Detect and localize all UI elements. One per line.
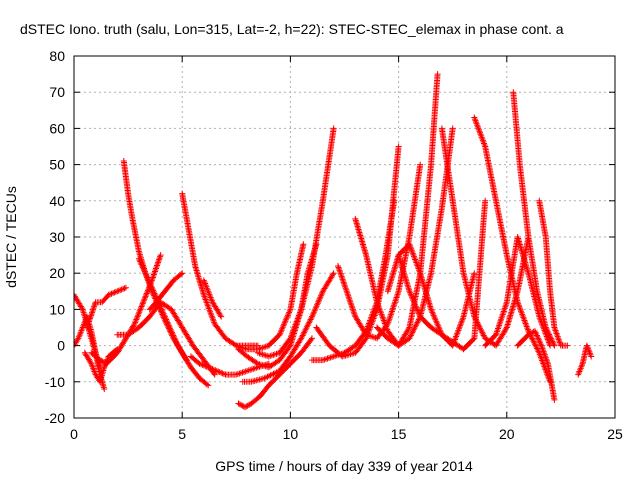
series-markers bbox=[135, 255, 212, 389]
series-markers bbox=[84, 284, 129, 331]
y-tick-label: 40 bbox=[49, 193, 65, 209]
series-markers bbox=[374, 125, 456, 349]
series-22 bbox=[374, 125, 456, 349]
series-19 bbox=[313, 143, 402, 360]
x-tick-label: 20 bbox=[499, 426, 515, 442]
series-14 bbox=[235, 241, 320, 371]
series-markers bbox=[575, 342, 595, 378]
series-25 bbox=[438, 125, 532, 349]
series-markers bbox=[114, 299, 218, 378]
y-tick-label: 10 bbox=[49, 301, 65, 317]
x-tick-label: 5 bbox=[178, 426, 186, 442]
series-31 bbox=[575, 342, 595, 378]
series-markers bbox=[510, 89, 558, 349]
x-axis-label: GPS time / hours of day 339 of year 2014 bbox=[215, 458, 473, 474]
series-markers bbox=[235, 241, 320, 371]
y-axis-label: dSTEC / TECUs bbox=[3, 186, 19, 288]
series-markers bbox=[514, 328, 558, 403]
y-tick-label: 30 bbox=[49, 229, 65, 245]
series-17 bbox=[235, 335, 315, 411]
series-30 bbox=[536, 197, 571, 349]
series-26 bbox=[471, 114, 554, 385]
series-markers bbox=[438, 125, 532, 349]
x-tick-label: 0 bbox=[70, 426, 78, 442]
series-markers bbox=[146, 270, 186, 313]
chart-title: dSTEC Iono. truth (salu, Lon=315, Lat=-2… bbox=[20, 21, 564, 37]
series-markers bbox=[313, 143, 402, 360]
y-tick-label: 0 bbox=[57, 338, 65, 354]
series-markers bbox=[254, 125, 337, 360]
series-10 bbox=[179, 190, 261, 349]
series-15 bbox=[254, 125, 337, 360]
series-27 bbox=[510, 89, 558, 349]
y-tick-label: 20 bbox=[49, 265, 65, 281]
series-markers bbox=[309, 197, 398, 364]
y-tick-label: -10 bbox=[45, 374, 65, 390]
series-markers bbox=[239, 270, 337, 385]
series-markers bbox=[179, 190, 261, 349]
series-18 bbox=[309, 197, 398, 364]
series-markers bbox=[335, 161, 424, 342]
series-markers bbox=[352, 71, 441, 349]
y-tick-label: 80 bbox=[49, 48, 65, 64]
series-markers bbox=[233, 241, 307, 353]
x-tick-label: 10 bbox=[283, 426, 299, 442]
series-7 bbox=[114, 299, 218, 378]
series-21 bbox=[352, 71, 441, 349]
series-9 bbox=[146, 270, 186, 313]
x-ticks: 0 5 10 15 20 25 bbox=[70, 56, 623, 442]
series-12 bbox=[200, 277, 225, 320]
data-layer bbox=[74, 71, 595, 411]
series-4 bbox=[84, 284, 129, 331]
series-8 bbox=[135, 255, 212, 389]
series-28 bbox=[482, 234, 554, 349]
series-29 bbox=[514, 328, 558, 403]
y-tick-label: 60 bbox=[49, 120, 65, 136]
series-markers bbox=[200, 277, 225, 320]
grid bbox=[74, 56, 615, 418]
series-20 bbox=[335, 161, 424, 342]
y-tick-label: -20 bbox=[45, 410, 65, 426]
series-markers bbox=[471, 114, 554, 385]
series-13 bbox=[233, 241, 307, 353]
series-markers bbox=[482, 234, 554, 349]
x-tick-label: 25 bbox=[607, 426, 623, 442]
series-16 bbox=[239, 270, 337, 385]
series-markers bbox=[235, 335, 315, 411]
x-tick-label: 15 bbox=[391, 426, 407, 442]
y-tick-label: 70 bbox=[49, 84, 65, 100]
y-tick-label: 50 bbox=[49, 157, 65, 173]
series-markers bbox=[536, 197, 571, 349]
y-ticks: -20 -10 0 10 20 30 40 50 60 70 80 bbox=[45, 48, 615, 426]
